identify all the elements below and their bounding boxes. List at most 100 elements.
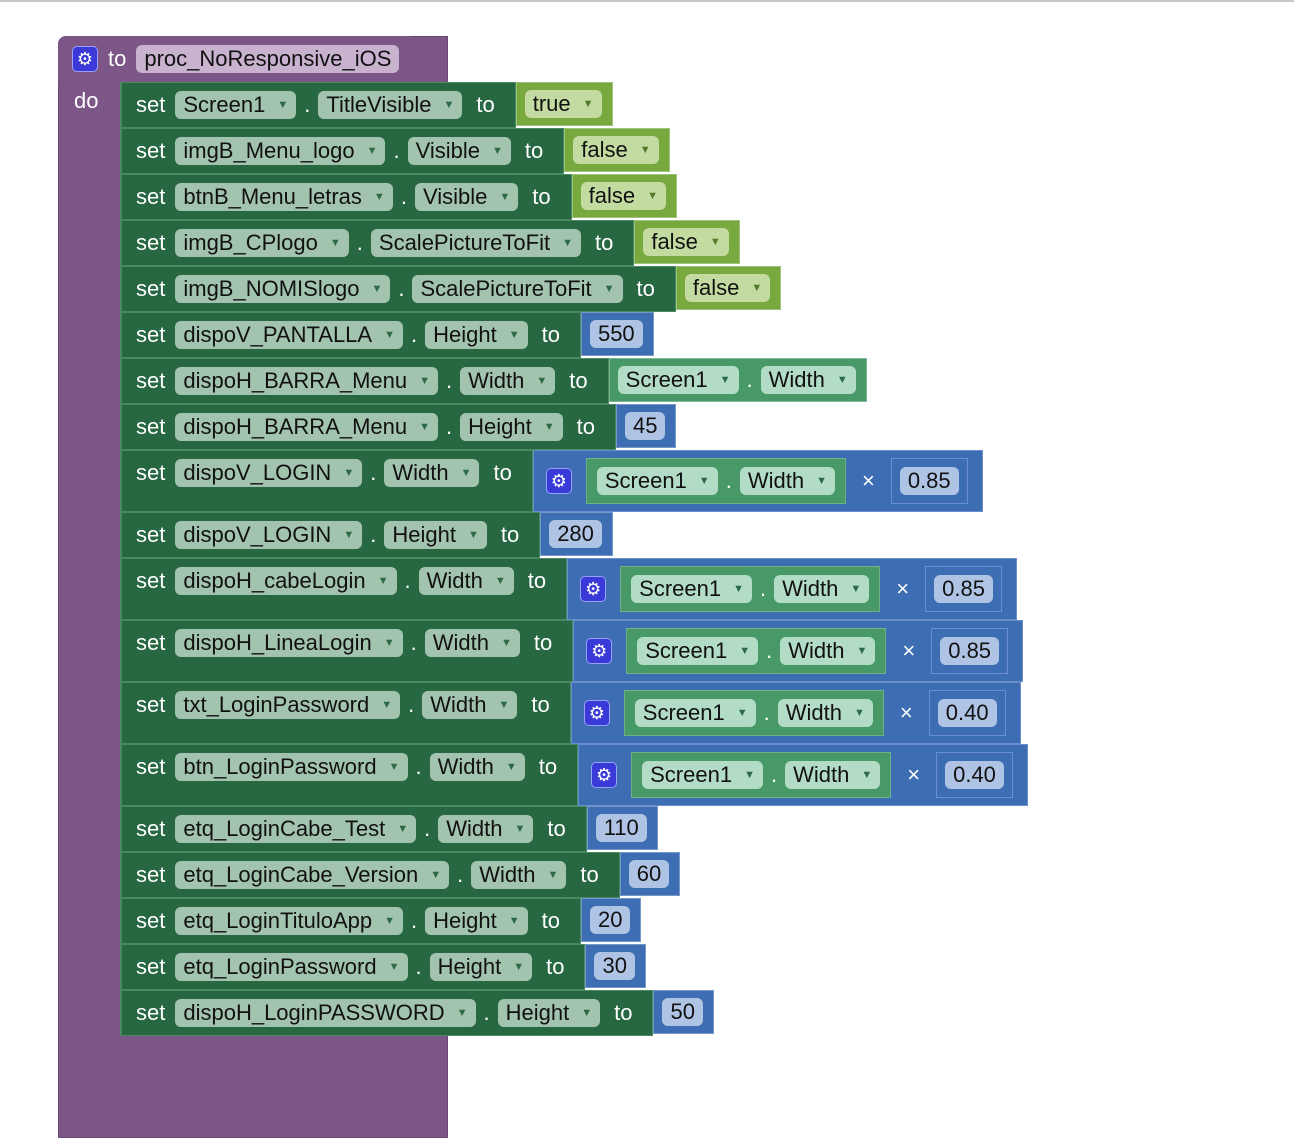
boolean-block[interactable]: false ▼: [675, 266, 782, 310]
multiply-block[interactable]: ⚙ Screen1 ▼. Width ▼ × 0.85: [567, 558, 1017, 620]
dropdown-arrow-icon[interactable]: ▼: [582, 98, 594, 110]
number-field[interactable]: 50: [662, 998, 703, 1026]
dropdown-arrow-icon[interactable]: ▼: [492, 145, 503, 157]
set-block[interactable]: set txt_LoginPassword ▼. Width ▼ to: [120, 682, 571, 744]
number-field[interactable]: 0.85: [934, 575, 993, 603]
property-dropdown[interactable]: Width ▼: [418, 567, 514, 595]
property-dropdown[interactable]: ScalePictureToFit ▼: [370, 229, 581, 257]
number-block[interactable]: 550: [580, 312, 654, 356]
dropdown-arrow-icon[interactable]: ▼: [744, 769, 755, 781]
dropdown-arrow-icon[interactable]: ▼: [850, 583, 862, 595]
getter-component-dropdown[interactable]: Screen1 ▼: [617, 366, 739, 394]
property-dropdown[interactable]: Width ▼: [429, 753, 525, 781]
component-dropdown[interactable]: dispoH_BARRA_Menu ▼: [175, 413, 439, 441]
dropdown-arrow-icon[interactable]: ▼: [456, 1007, 468, 1019]
set-block[interactable]: set etq_LoginCabe_Test ▼. Width ▼ to: [120, 806, 587, 852]
dropdown-arrow-icon[interactable]: ▼: [329, 237, 341, 249]
set-block[interactable]: set dispoH_LineaLogin ▼. Width ▼ to: [120, 620, 574, 682]
dropdown-arrow-icon[interactable]: ▼: [501, 637, 512, 649]
number-field[interactable]: 110: [595, 814, 647, 842]
number-field[interactable]: 280: [549, 520, 602, 548]
getter-component-dropdown[interactable]: Screen1 ▼: [631, 575, 752, 603]
dropdown-arrow-icon[interactable]: ▼: [736, 707, 748, 719]
getter-component-dropdown[interactable]: Screen1 ▼: [642, 761, 763, 789]
component-dropdown[interactable]: etq_LoginCabe_Version ▼: [175, 861, 450, 889]
component-dropdown[interactable]: etq_LoginCabe_Test ▼: [175, 815, 417, 843]
property-dropdown[interactable]: Visible ▼: [414, 183, 519, 211]
number-field[interactable]: 45: [625, 412, 666, 440]
dropdown-arrow-icon[interactable]: ▼: [547, 869, 559, 881]
number-block[interactable]: 30: [585, 944, 646, 988]
boolean-dropdown[interactable]: false ▼: [573, 136, 659, 164]
gear-icon[interactable]: ⚙: [580, 576, 607, 602]
number-block[interactable]: 0.85: [925, 566, 1002, 612]
boolean-dropdown[interactable]: false ▼: [684, 274, 771, 302]
number-block[interactable]: 50: [653, 990, 714, 1034]
dropdown-arrow-icon[interactable]: ▼: [371, 283, 383, 295]
boolean-dropdown[interactable]: true ▼: [524, 90, 602, 118]
property-dropdown[interactable]: Height ▼: [460, 413, 563, 441]
dropdown-arrow-icon[interactable]: ▼: [698, 475, 710, 487]
getter-property-dropdown[interactable]: Width ▼: [760, 366, 856, 394]
dropdown-arrow-icon[interactable]: ▼: [581, 1007, 593, 1019]
dropdown-arrow-icon[interactable]: ▼: [419, 421, 431, 433]
procedure-header[interactable]: ⚙ to proc_NoResponsive_iOS: [58, 36, 414, 82]
dropdown-arrow-icon[interactable]: ▼: [816, 475, 827, 487]
set-block[interactable]: set Screen1 ▼. TitleVisible ▼ to: [120, 82, 516, 128]
dropdown-arrow-icon[interactable]: ▼: [751, 282, 763, 294]
getter-component-dropdown[interactable]: Screen1 ▼: [637, 637, 759, 665]
getter-block[interactable]: Screen1 ▼. Width ▼: [620, 566, 881, 612]
dropdown-arrow-icon[interactable]: ▼: [853, 707, 865, 719]
property-dropdown[interactable]: Width ▼: [438, 815, 534, 843]
dropdown-arrow-icon[interactable]: ▼: [343, 529, 355, 541]
getter-block[interactable]: Screen1 ▼. Width ▼: [631, 752, 892, 798]
dropdown-arrow-icon[interactable]: ▼: [536, 375, 548, 387]
boolean-dropdown[interactable]: false ▼: [580, 182, 666, 210]
dropdown-arrow-icon[interactable]: ▼: [460, 467, 472, 479]
set-block[interactable]: set dispoH_LoginPASSWORD ▼. Height ▼ to: [120, 990, 654, 1036]
dropdown-arrow-icon[interactable]: ▼: [861, 769, 873, 781]
gear-icon[interactable]: ⚙: [591, 762, 618, 788]
boolean-block[interactable]: false ▼: [634, 220, 740, 264]
dropdown-arrow-icon[interactable]: ▼: [836, 374, 848, 386]
number-field[interactable]: 30: [594, 952, 635, 980]
property-dropdown[interactable]: Visible ▼: [407, 137, 511, 165]
set-block[interactable]: set etq_LoginTituloApp ▼. Height ▼ to: [120, 898, 581, 944]
property-dropdown[interactable]: TitleVisible ▼: [318, 91, 463, 119]
property-dropdown[interactable]: ScalePictureToFit ▼: [412, 275, 623, 303]
getter-component-dropdown[interactable]: Screen1 ▼: [634, 699, 756, 727]
property-dropdown[interactable]: Width ▼: [384, 459, 480, 487]
property-dropdown[interactable]: Width ▼: [471, 861, 567, 889]
dropdown-arrow-icon[interactable]: ▼: [366, 145, 378, 157]
getter-property-dropdown[interactable]: Width ▼: [739, 467, 835, 495]
number-block[interactable]: 280: [540, 512, 613, 556]
getter-block[interactable]: Screen1 ▼. Width ▼: [623, 690, 884, 736]
set-block[interactable]: set etq_LoginPassword ▼. Height ▼ to: [120, 944, 586, 990]
set-block[interactable]: set dispoV_LOGIN ▼. Height ▼ to: [120, 512, 541, 558]
dropdown-arrow-icon[interactable]: ▼: [467, 529, 479, 541]
dropdown-arrow-icon[interactable]: ▼: [373, 191, 385, 203]
number-block[interactable]: 0.40: [936, 752, 1013, 798]
gear-icon[interactable]: ⚙: [72, 46, 98, 72]
multiply-block[interactable]: ⚙ Screen1 ▼. Width ▼ × 0.40: [570, 682, 1021, 744]
component-dropdown[interactable]: dispoH_LineaLogin ▼: [175, 629, 403, 657]
dropdown-arrow-icon[interactable]: ▼: [543, 421, 555, 433]
component-dropdown[interactable]: dispoH_BARRA_Menu ▼: [175, 367, 439, 395]
number-block[interactable]: 0.40: [928, 690, 1006, 736]
number-field[interactable]: 0.85: [940, 637, 1000, 665]
dropdown-arrow-icon[interactable]: ▼: [639, 144, 651, 156]
getter-property-dropdown[interactable]: Width ▼: [774, 575, 870, 603]
set-block[interactable]: set imgB_CPlogo ▼. ScalePictureToFit ▼ to: [120, 220, 635, 266]
dropdown-arrow-icon[interactable]: ▼: [377, 575, 389, 587]
gear-icon[interactable]: ⚙: [586, 638, 613, 664]
dropdown-arrow-icon[interactable]: ▼: [733, 583, 744, 595]
dropdown-arrow-icon[interactable]: ▼: [397, 823, 409, 835]
component-dropdown[interactable]: imgB_Menu_logo ▼: [175, 137, 386, 165]
dropdown-arrow-icon[interactable]: ▼: [508, 329, 520, 341]
procedure-name-field[interactable]: proc_NoResponsive_iOS: [136, 45, 400, 73]
component-dropdown[interactable]: dispoH_LoginPASSWORD ▼: [175, 999, 476, 1027]
dropdown-arrow-icon[interactable]: ▼: [505, 761, 517, 773]
set-block[interactable]: set dispoH_BARRA_Menu ▼. Width ▼ to: [120, 358, 609, 404]
dropdown-arrow-icon[interactable]: ▼: [343, 467, 355, 479]
set-block[interactable]: set dispoH_cabeLogin ▼. Width ▼ to: [120, 558, 568, 620]
